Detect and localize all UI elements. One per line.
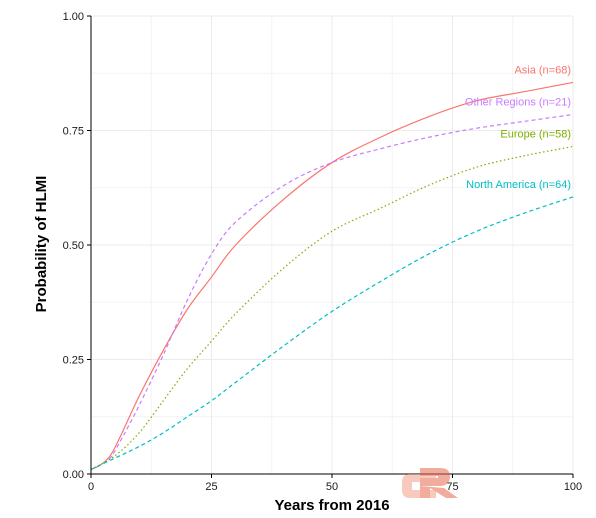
y-tick-label: 1.00 — [63, 11, 84, 23]
y-tick-label: 0.75 — [63, 126, 84, 138]
series-line-2 — [90, 145, 574, 470]
y-axis-ticks: 0.00 0.25 0.50 0.75 1.00 — [63, 11, 91, 481]
x-tick-label: 75 — [446, 481, 458, 493]
y-tick-label: 0.00 — [63, 469, 84, 481]
series-label: Europe (n=58) — [500, 129, 571, 141]
y-tick-label: 0.25 — [63, 355, 84, 367]
grid — [90, 15, 574, 475]
series-line-3 — [90, 196, 574, 470]
series-line-0 — [90, 81, 574, 470]
series-labels: Asia (n=68) Other Regions (n=21) Europe (n… — [465, 64, 571, 191]
series-lines — [90, 81, 574, 470]
y-tick-label: 0.50 — [63, 240, 84, 252]
x-axis-ticks: 0 25 50 75 100 — [88, 474, 582, 493]
x-tick-label: 25 — [205, 481, 217, 493]
x-tick-label: 0 — [88, 481, 94, 493]
y-axis-title: Probability of HLMI — [33, 176, 50, 313]
series-label: Asia (n=68) — [514, 64, 571, 76]
watermark-logo — [402, 468, 458, 498]
x-tick-label: 100 — [564, 481, 582, 493]
series-line-1 — [90, 113, 574, 470]
series-label: Other Regions (n=21) — [465, 96, 571, 108]
series-label: North America (n=64) — [466, 179, 571, 191]
x-tick-label: 50 — [326, 481, 338, 493]
x-axis-title: Years from 2016 — [274, 497, 389, 514]
